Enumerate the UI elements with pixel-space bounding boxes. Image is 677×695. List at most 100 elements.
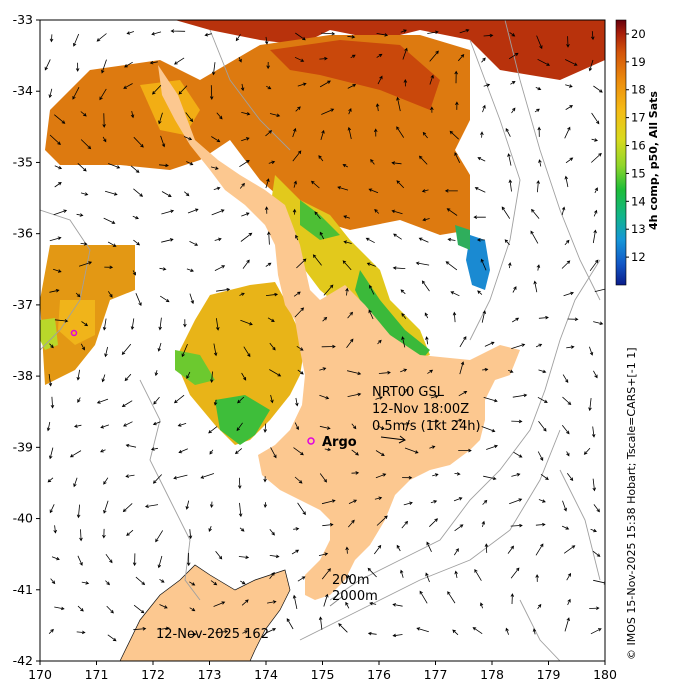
current-vector (80, 242, 88, 246)
current-vector (566, 572, 572, 581)
current-vector (594, 287, 605, 292)
current-vector (537, 451, 544, 461)
current-vector (321, 499, 336, 505)
current-vector (396, 180, 405, 189)
current-vector (566, 345, 575, 349)
current-vector (369, 284, 375, 295)
lon-tick-label: 175 (311, 667, 335, 682)
current-vector (121, 343, 132, 356)
current-vector (170, 29, 186, 33)
current-vector (430, 394, 439, 399)
current-vector (376, 515, 388, 526)
current-vector (208, 526, 212, 532)
current-vector (135, 576, 146, 586)
current-vector (458, 448, 472, 453)
current-vector (266, 61, 270, 70)
current-vector (567, 598, 571, 606)
current-vector (267, 317, 275, 322)
current-vector (376, 33, 389, 37)
current-vector (293, 527, 300, 531)
current-vector (106, 605, 114, 614)
current-vector (561, 425, 570, 435)
current-vector (49, 236, 62, 242)
current-vector (484, 341, 495, 347)
current-vector (530, 230, 539, 244)
current-vector (592, 229, 597, 244)
current-vector (184, 191, 190, 197)
current-vector (241, 599, 249, 606)
current-vector (538, 420, 547, 432)
current-vector (446, 208, 458, 216)
current-vector (534, 108, 540, 113)
current-vector (450, 291, 460, 297)
current-vector (80, 111, 87, 117)
current-vector (269, 342, 276, 351)
current-vector (80, 192, 89, 196)
current-vector (323, 593, 329, 607)
colorbar-tick-label: 17 (631, 111, 646, 125)
current-vector (187, 208, 199, 214)
current-vector (430, 419, 440, 424)
current-vector (540, 473, 549, 480)
contour-200-label: 200m (332, 573, 369, 588)
current-vector (375, 103, 380, 112)
current-vector (102, 318, 107, 331)
current-vector (320, 129, 325, 141)
lat-tick-label: -41 (13, 582, 33, 597)
current-vector (486, 444, 499, 450)
current-vector (295, 106, 301, 112)
current-vector (297, 369, 304, 375)
current-vector (421, 189, 429, 193)
current-vector (532, 628, 537, 635)
current-vector (76, 504, 81, 519)
current-vector (105, 553, 113, 564)
current-scale-arrow (380, 435, 406, 444)
colorbar-tick-label: 19 (631, 55, 646, 69)
current-vector (323, 284, 334, 296)
current-vector (69, 450, 82, 458)
current-vector (159, 604, 168, 609)
current-vector (454, 524, 464, 532)
current-vector (537, 126, 541, 137)
current-vector (318, 155, 324, 162)
current-vector (47, 477, 54, 483)
current-vector (312, 254, 322, 266)
current-vector (445, 261, 458, 271)
current-vector (76, 213, 84, 217)
current-vector (46, 421, 51, 432)
lat-tick-label: -34 (13, 83, 33, 98)
current-vector (48, 373, 53, 387)
current-vector (481, 520, 485, 528)
current-vector (400, 368, 408, 373)
current-vector (80, 139, 92, 150)
current-vector (318, 552, 329, 556)
current-vector (392, 266, 406, 270)
current-vector (483, 475, 497, 481)
current-vector (296, 345, 304, 351)
current-vector (396, 544, 401, 552)
current-vector (351, 471, 360, 475)
current-vector (342, 164, 348, 168)
current-vector (103, 477, 109, 485)
current-vector (310, 180, 320, 189)
current-vector (483, 83, 491, 87)
current-vector (243, 346, 251, 358)
south-island (120, 565, 290, 661)
current-vector (159, 578, 165, 583)
argo-marker (307, 437, 315, 445)
current-vector (102, 136, 107, 143)
current-vector (293, 180, 297, 188)
current-vector (50, 396, 55, 409)
current-vector (234, 448, 243, 455)
current-vector (319, 80, 331, 88)
current-vector (319, 367, 327, 371)
current-vector (77, 163, 87, 172)
current-vector (177, 423, 187, 427)
current-vector (531, 208, 540, 219)
current-vector (425, 336, 429, 345)
current-vector (588, 398, 592, 412)
current-vector (239, 292, 245, 296)
current-vector (159, 295, 170, 303)
current-vector (157, 555, 163, 569)
current-vector (103, 217, 116, 224)
